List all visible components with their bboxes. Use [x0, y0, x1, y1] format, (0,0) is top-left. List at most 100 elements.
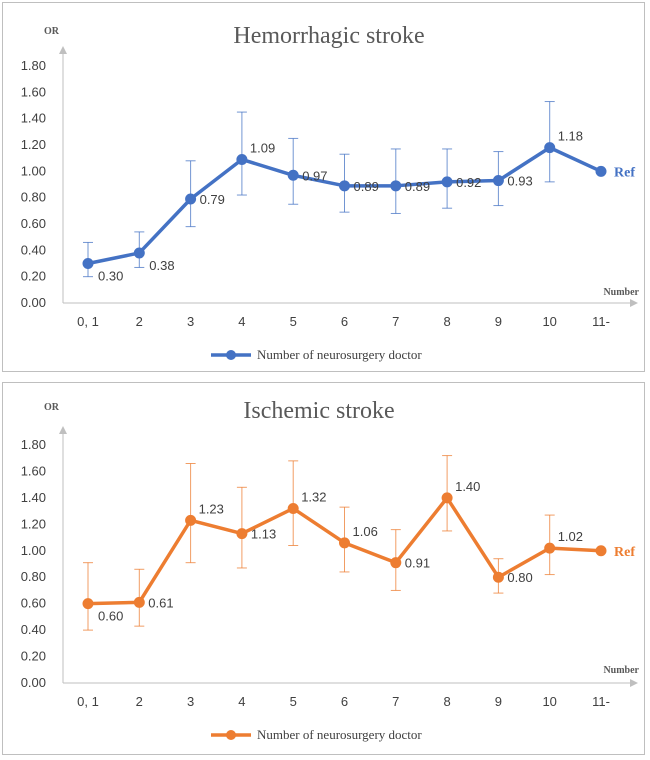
- data-label: 1.18: [558, 129, 583, 144]
- x-tick-label: 8: [443, 694, 450, 709]
- data-label: 0.92: [456, 175, 481, 190]
- data-label: 1.06: [353, 524, 378, 539]
- x-tick-label: 5: [290, 314, 297, 329]
- x-tick-label: 0, 1: [77, 314, 99, 329]
- data-point: [390, 180, 402, 192]
- x-tick-label: 11-: [592, 314, 610, 329]
- x-tick-label: 11-: [592, 694, 610, 709]
- y-tick-label: 1.80: [21, 58, 46, 73]
- x-axis-arrow: [630, 299, 638, 307]
- data-label: 0.30: [98, 269, 123, 284]
- x-tick-label: 5: [290, 694, 297, 709]
- y-tick-label: 0.00: [21, 295, 46, 310]
- y-tick-label: 0.60: [21, 596, 46, 611]
- data-label: 1.02: [558, 529, 583, 544]
- data-point: [544, 142, 556, 154]
- x-tick-label: 9: [495, 314, 502, 329]
- y-tick-label: 1.20: [21, 137, 46, 152]
- data-label: 0.80: [507, 570, 532, 585]
- data-label: 1.32: [301, 489, 326, 504]
- y-tick-label: 0.60: [21, 216, 46, 231]
- x-tick-label: 2: [136, 694, 143, 709]
- data-label: 1.23: [199, 501, 224, 516]
- data-point: [595, 165, 607, 177]
- legend-label: Number of neurosurgery doctor: [257, 727, 422, 742]
- data-point: [287, 502, 299, 514]
- data-point: [544, 542, 556, 554]
- data-point: [287, 169, 299, 181]
- y-axis-arrow: [59, 426, 67, 434]
- x-tick-label: 8: [443, 314, 450, 329]
- data-point: [82, 258, 94, 269]
- x-tick-label: 7: [392, 314, 399, 329]
- x-tick-label: 9: [495, 694, 502, 709]
- data-label: 1.40: [455, 479, 480, 494]
- legend-marker: [226, 730, 236, 740]
- reference-label: Ref: [614, 165, 635, 180]
- x-axis-label: Number: [603, 665, 639, 676]
- x-tick-label: 10: [542, 694, 556, 709]
- data-point: [339, 180, 350, 192]
- data-point: [492, 175, 504, 187]
- data-label: 0.79: [200, 192, 225, 207]
- y-tick-label: 0.00: [21, 675, 46, 690]
- x-tick-label: 3: [187, 314, 194, 329]
- data-label: 0.60: [98, 609, 123, 624]
- data-label: 0.97: [302, 168, 327, 183]
- data-point: [185, 514, 197, 526]
- data-point: [82, 598, 94, 610]
- data-label: 1.13: [251, 527, 276, 542]
- reference-label: Ref: [614, 545, 635, 560]
- y-axis-label: OR: [44, 26, 60, 37]
- chart-title: Hemorrhagic stroke: [233, 23, 424, 49]
- data-label: 0.93: [507, 174, 532, 189]
- x-axis-label: Number: [603, 287, 639, 298]
- x-tick-label: 7: [392, 694, 399, 709]
- y-tick-label: 1.60: [21, 84, 46, 99]
- data-label: 1.09: [250, 140, 275, 155]
- y-axis-label: OR: [44, 402, 60, 413]
- x-tick-label: 3: [187, 694, 194, 709]
- data-point: [133, 247, 145, 259]
- hemorrhagic-chart: Hemorrhagic stroke OR Number 0.00 0.20 0.40 0.…: [21, 23, 640, 362]
- data-point: [441, 492, 453, 504]
- y-tick-label: 1.40: [21, 111, 46, 126]
- y-tick-label: 1.40: [21, 490, 46, 505]
- data-point: [236, 153, 248, 165]
- data-point: [236, 528, 248, 540]
- chart-title: Ischemic stroke: [243, 398, 394, 424]
- y-tick-label: 1.20: [21, 516, 46, 531]
- y-tick-label: 1.60: [21, 463, 46, 478]
- legend-label: Number of neurosurgery doctor: [257, 347, 422, 362]
- x-axis-arrow: [630, 679, 638, 687]
- y-tick-label: 0.20: [21, 269, 46, 284]
- y-axis-arrow: [59, 46, 67, 54]
- y-tick-label: 0.80: [21, 569, 46, 584]
- data-point: [492, 571, 504, 583]
- ischemic-chart: Ischemic stroke OR Number 0.00 0.20 0.40 0.60 0…: [21, 398, 640, 742]
- y-tick-label: 0.40: [21, 622, 46, 637]
- x-tick-label: 4: [238, 314, 245, 329]
- data-label: 0.91: [405, 556, 430, 571]
- hemorrhagic-chart-panel: Hemorrhagic stroke OR Number 0.00 0.20 0.40 0.…: [2, 2, 645, 372]
- x-tick-label: 2: [136, 314, 143, 329]
- legend-marker: [226, 350, 236, 360]
- x-tick-label: 0, 1: [77, 694, 99, 709]
- x-tick-label: 6: [341, 314, 348, 329]
- x-tick-label: 10: [542, 314, 556, 329]
- y-tick-label: 1.80: [21, 437, 46, 452]
- data-label: 0.38: [149, 258, 174, 273]
- y-tick-label: 0.80: [21, 190, 46, 205]
- data-point: [595, 545, 607, 557]
- y-tick-label: 1.00: [21, 543, 46, 558]
- y-tick-label: 0.40: [21, 242, 46, 257]
- y-tick-label: 0.20: [21, 649, 46, 664]
- x-tick-label: 4: [238, 694, 245, 709]
- data-label: 0.89: [405, 179, 430, 194]
- data-point: [339, 537, 350, 549]
- y-tick-label: 1.00: [21, 163, 46, 178]
- data-point: [185, 193, 197, 205]
- data-point: [441, 176, 453, 188]
- data-point: [133, 596, 145, 608]
- ischemic-chart-panel: Ischemic stroke OR Number 0.00 0.20 0.40 0.60 0…: [2, 382, 645, 755]
